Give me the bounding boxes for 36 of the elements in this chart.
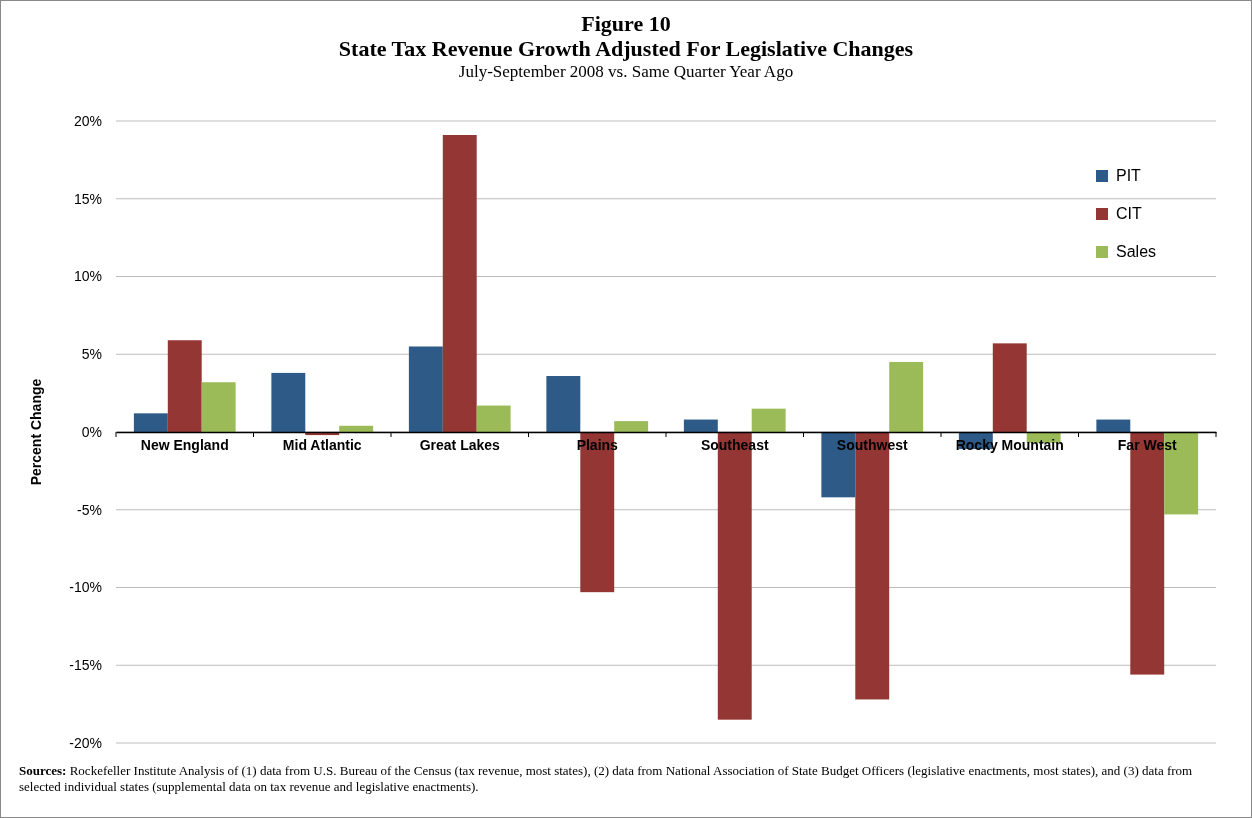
- legend-label: PIT: [1116, 167, 1142, 184]
- y-tick-label: 20%: [73, 112, 102, 129]
- source-note: Sources: Rockefeller Institute Analysis of (1) data from U.S. Bureau of the Census (tax revenue, most states), (2) data from National Association of State Budget Officers (legislative enactments, most states), and (3) data from selected individual states (supplemental data on tax revenue and legislative enactments).: [19, 763, 1193, 794]
- y-tick-label: 5%: [81, 346, 102, 363]
- bar: [546, 376, 581, 432]
- y-tick-label: -15%: [69, 657, 102, 674]
- bar: [889, 362, 924, 432]
- x-tick-label: Mid Atlantic: [282, 436, 362, 453]
- bar: [167, 340, 202, 432]
- y-tick-label: -5%: [77, 501, 102, 518]
- bar: [408, 346, 443, 432]
- chart-title: Figure 10 State Tax Revenue Growth Adjusted For Legislative Changes: [338, 11, 914, 61]
- bar: [683, 419, 718, 432]
- bar: [992, 343, 1027, 432]
- y-axis-title: Percent Change: [28, 378, 44, 486]
- bar: [133, 413, 168, 432]
- bar: [201, 382, 236, 432]
- bar: [271, 372, 306, 432]
- x-tick-label: New England: [140, 436, 229, 453]
- y-tick-label: -10%: [69, 579, 102, 596]
- bar: [442, 135, 477, 432]
- chart-subtitle: July-September 2008 vs. Same Quarter Year Ago: [458, 62, 794, 81]
- legend-label: CIT: [1116, 205, 1142, 222]
- bar: [751, 408, 786, 432]
- bar: [339, 425, 374, 432]
- bar: [1096, 419, 1131, 432]
- bar: [476, 405, 511, 432]
- y-tick-label: -20%: [69, 734, 102, 751]
- legend-label: Sales: [1116, 243, 1157, 260]
- y-tick-label: 0%: [81, 423, 102, 440]
- y-tick-label: 15%: [73, 190, 102, 207]
- y-tick-label: 10%: [73, 268, 102, 285]
- bar: [614, 421, 649, 432]
- x-tick-label: Southwest: [836, 436, 908, 453]
- x-tick-label: Great Lakes: [419, 436, 501, 453]
- x-tick-label: Southeast: [700, 436, 769, 453]
